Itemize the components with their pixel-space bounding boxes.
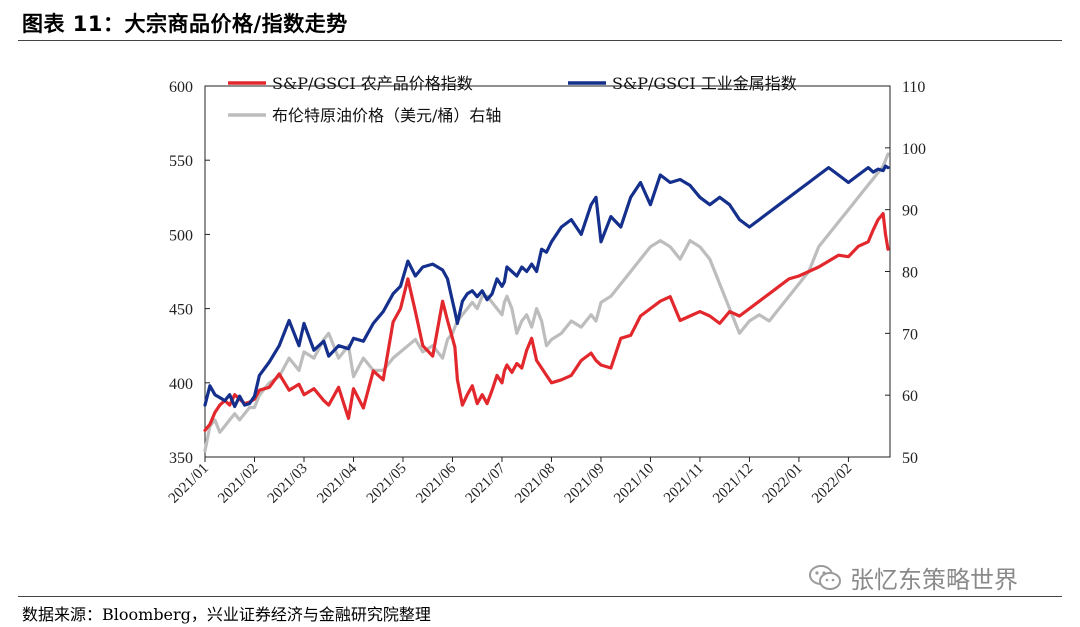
- plot-area: [204, 85, 891, 458]
- chart: 350 400 450 500 550 600 50 60 70 80 90 100 110 2021…: [166, 74, 926, 507]
- left-axis-tick-label: 450: [169, 302, 193, 319]
- right-axis-tick-label: 80: [902, 265, 918, 282]
- x-axis-tick-label: 2021/09: [562, 461, 608, 507]
- legend-metal: S&P/GSCI 工业金属指数: [568, 74, 797, 93]
- left-axis-tick-label: 350: [169, 450, 193, 467]
- left-axis-tick-label: 550: [169, 153, 193, 170]
- x-axis-tick-label: 2021/06: [413, 460, 459, 506]
- page-title: 图表 11：大宗商品价格/指数走势: [22, 12, 348, 36]
- x-axis-tick-label: 2021/08: [512, 461, 558, 507]
- x-axis-tick-label: 2022/02: [809, 461, 855, 507]
- x-axis-tick-label: 2021/11: [661, 461, 707, 507]
- legend-label: S&P/GSCI 农产品价格指数: [272, 74, 473, 93]
- left-axis-tick-label: 500: [169, 227, 193, 244]
- brent-oil-line: [203, 152, 890, 453]
- right-axis-tick-label: 50: [902, 450, 918, 467]
- x-axis-tick-label: 2021/03: [265, 461, 311, 507]
- legend-agri: S&P/GSCI 农产品价格指数: [228, 74, 473, 93]
- x-axis-tick-label: 2021/05: [364, 461, 410, 507]
- agri-index-line: [203, 212, 890, 432]
- legend-label: S&P/GSCI 工业金属指数: [612, 74, 797, 93]
- right-axis-tick-label: 60: [902, 388, 918, 405]
- x-axis-tick-label: 2021/04: [314, 460, 360, 506]
- left-axis-tick-label: 400: [169, 376, 193, 393]
- right-axis-tick-label: 110: [902, 79, 925, 96]
- x-axis-tick-label: 2021/10: [611, 461, 657, 507]
- right-axis-tick-label: 90: [902, 203, 918, 220]
- right-axis-tick-label: 100: [902, 141, 926, 158]
- title-divider: [18, 40, 1062, 41]
- wechat-icon: [809, 564, 841, 590]
- watermark: 张忆东策略世界: [808, 560, 1018, 595]
- x-axis-tick-label: 2021/07: [463, 460, 509, 506]
- legend-label: 布伦特原油价格（美元/桶）右轴: [272, 106, 501, 125]
- left-axis-tick-label: 600: [169, 79, 193, 96]
- x-axis-tick-label: 2021/01: [166, 461, 212, 507]
- x-axis-tick-label: 2022/01: [760, 461, 806, 507]
- x-axis-tick-label: 2021/12: [710, 461, 756, 507]
- x-axis-tick-label: 2021/02: [215, 461, 261, 507]
- legend-oil: 布伦特原油价格（美元/桶）右轴: [228, 106, 501, 125]
- footer-divider: [18, 596, 1062, 597]
- watermark-text: 张忆东策略世界: [850, 566, 1018, 594]
- metal-index-line: [203, 164, 890, 409]
- right-axis-tick-label: 70: [902, 326, 918, 343]
- data-source: 数据来源：Bloomberg，兴业证券经济与金融研究院整理: [22, 605, 431, 624]
